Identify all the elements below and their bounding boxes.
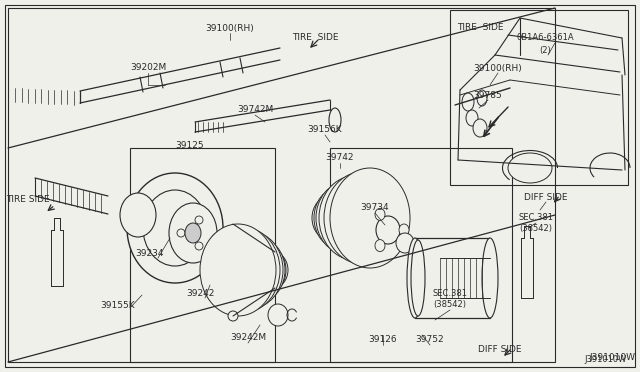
Text: 39734: 39734	[361, 203, 389, 212]
Text: J391010W: J391010W	[589, 353, 635, 362]
Ellipse shape	[246, 245, 286, 295]
Ellipse shape	[233, 238, 285, 302]
Text: 39785: 39785	[474, 90, 502, 99]
Text: 39234: 39234	[136, 248, 164, 257]
Ellipse shape	[258, 252, 288, 288]
Ellipse shape	[319, 176, 389, 260]
Ellipse shape	[127, 173, 223, 283]
Ellipse shape	[330, 168, 410, 268]
Text: 39752: 39752	[416, 336, 444, 344]
Ellipse shape	[120, 193, 156, 237]
Ellipse shape	[312, 196, 348, 240]
Text: (38542): (38542)	[433, 301, 467, 310]
Text: J391010W: J391010W	[585, 356, 627, 365]
Ellipse shape	[482, 238, 498, 318]
Ellipse shape	[195, 216, 203, 224]
Text: 39156K: 39156K	[308, 125, 342, 135]
Ellipse shape	[268, 304, 288, 326]
Bar	[8, 8, 555, 362]
Ellipse shape	[185, 223, 201, 243]
Ellipse shape	[200, 224, 276, 316]
Ellipse shape	[376, 216, 400, 244]
Text: TIRE  SIDE: TIRE SIDE	[292, 33, 339, 42]
Ellipse shape	[316, 182, 376, 254]
Text: SEC.381: SEC.381	[433, 289, 467, 298]
Bar	[415, 238, 490, 318]
Ellipse shape	[407, 238, 423, 318]
Text: 0B1A6-6361A: 0B1A6-6361A	[516, 33, 574, 42]
Text: 39242M: 39242M	[230, 334, 266, 343]
Text: 39100(RH): 39100(RH)	[205, 23, 254, 32]
Ellipse shape	[508, 153, 552, 183]
Text: 39126: 39126	[369, 336, 397, 344]
Ellipse shape	[375, 208, 385, 221]
Ellipse shape	[411, 240, 425, 316]
Ellipse shape	[177, 229, 185, 237]
Ellipse shape	[473, 119, 487, 137]
Text: (2): (2)	[539, 45, 551, 55]
Text: SEC.381: SEC.381	[518, 214, 554, 222]
Text: 39100(RH): 39100(RH)	[474, 64, 522, 73]
Bar	[330, 148, 512, 362]
Ellipse shape	[462, 93, 474, 111]
Text: 39155K: 39155K	[100, 301, 135, 310]
Ellipse shape	[375, 240, 385, 251]
Bar	[450, 10, 628, 185]
Ellipse shape	[210, 228, 280, 312]
Ellipse shape	[466, 110, 478, 126]
Text: TIRE  SIDE: TIRE SIDE	[457, 23, 503, 32]
Text: 39202M: 39202M	[130, 64, 166, 73]
Text: DIFF SIDE: DIFF SIDE	[524, 193, 568, 202]
Text: TIRE SIDE: TIRE SIDE	[6, 196, 50, 205]
Ellipse shape	[221, 232, 283, 308]
Text: DIFF SIDE: DIFF SIDE	[478, 346, 522, 355]
Ellipse shape	[329, 108, 341, 132]
Text: 39742: 39742	[326, 154, 355, 163]
Ellipse shape	[399, 224, 409, 236]
Text: 39125: 39125	[176, 141, 204, 150]
Ellipse shape	[314, 188, 362, 248]
Bar	[130, 148, 275, 362]
Text: 39742M: 39742M	[237, 106, 273, 115]
Ellipse shape	[477, 90, 487, 106]
Ellipse shape	[228, 311, 238, 321]
Ellipse shape	[324, 172, 400, 264]
Ellipse shape	[195, 242, 203, 250]
Ellipse shape	[396, 233, 414, 253]
Text: (38542): (38542)	[520, 224, 552, 232]
Ellipse shape	[169, 203, 217, 263]
Ellipse shape	[143, 190, 207, 266]
Text: 39242: 39242	[186, 289, 214, 298]
